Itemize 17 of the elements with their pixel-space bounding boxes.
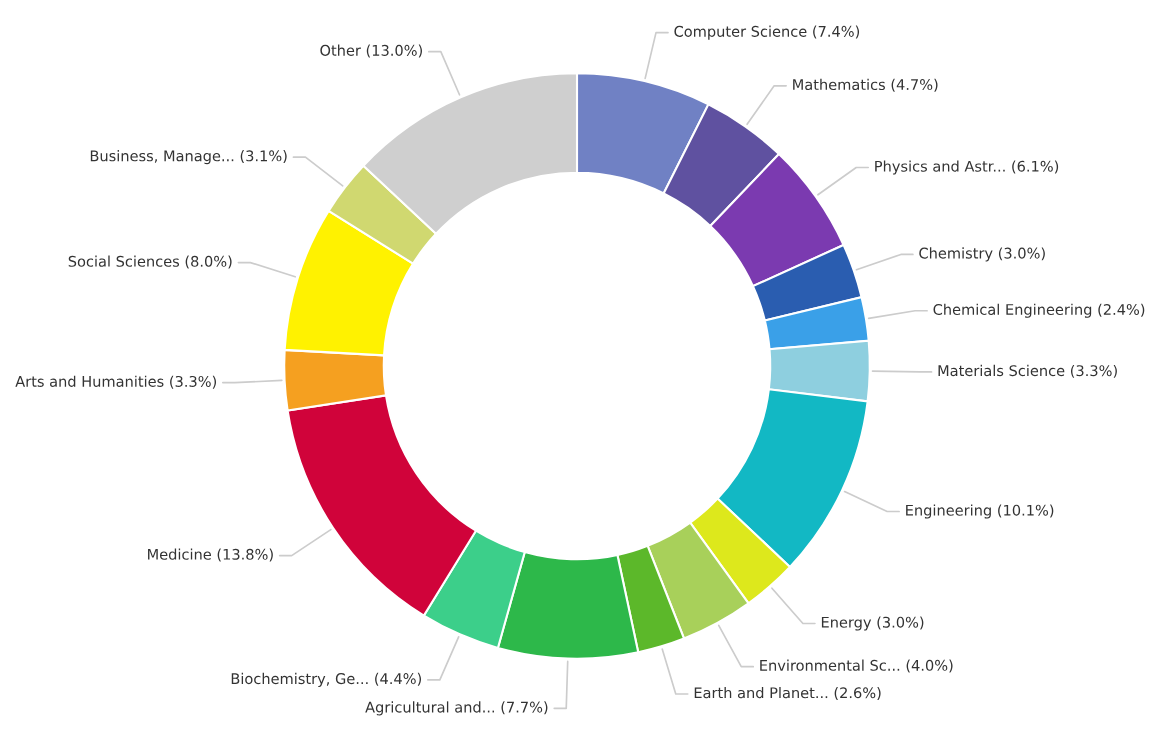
slice-label: Environmental Sc... (4.0%) xyxy=(760,659,953,673)
slice-label: Materials Science (3.3%) xyxy=(938,364,1117,378)
slice-label: Business, Manage... (3.1%) xyxy=(90,150,287,165)
slice-label: Social Sciences (8.0%) xyxy=(68,255,232,269)
slice-label: Medicine (13.8%) xyxy=(148,548,273,562)
slice-label: Chemistry (3.0%) xyxy=(919,247,1045,262)
slice-label: Engineering (10.1%) xyxy=(906,504,1054,519)
slice-label: Energy (3.0%) xyxy=(821,616,924,631)
slice-label: Agricultural and... (7.7%) xyxy=(365,701,548,716)
slice-label: Arts and Humanities (3.3%) xyxy=(15,375,217,389)
slice-label: Physics and Astr... (6.1%) xyxy=(875,160,1059,175)
slice-label: Biochemistry, Ge... (4.4%) xyxy=(231,672,422,687)
slice-label: Mathematics (4.7%) xyxy=(793,78,938,92)
slice-label: Computer Science (7.4%) xyxy=(674,25,860,40)
slice-label: Other (13.0%) xyxy=(320,44,422,58)
slice-label: Chemical Engineering (2.4%) xyxy=(933,303,1145,318)
slice-label: Earth and Planet... (2.6%) xyxy=(694,686,881,700)
